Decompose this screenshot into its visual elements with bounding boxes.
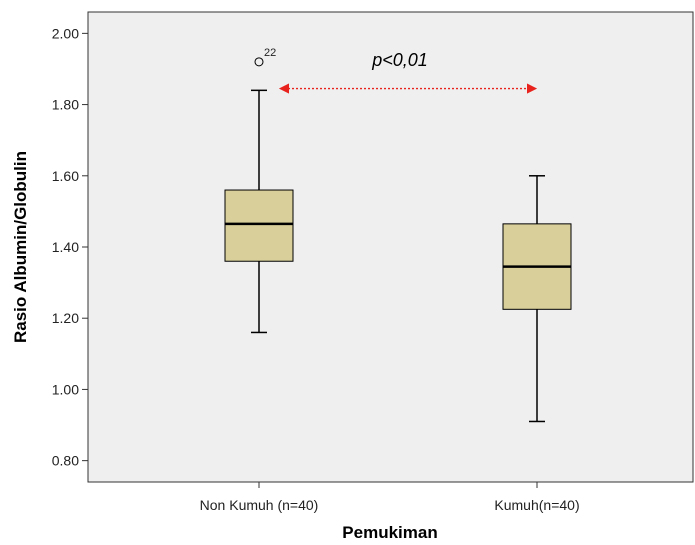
boxes: 22 [224, 47, 572, 423]
x-tick-label-1: Kumuh(n=40) [494, 497, 579, 513]
y-axis: 0.80 1.00 1.20 1.40 1.60 1.80 2.00 [52, 25, 88, 469]
y-tick-label-1: 1.00 [52, 381, 79, 397]
plot-area [87, 11, 694, 483]
x-axis-title: Pemukiman [342, 523, 437, 542]
x-axis: Non Kumuh (n=40) Kumuh(n=40) [200, 482, 580, 513]
significance-annotation: p<0,01 [278, 50, 538, 94]
p-value-label: p<0,01 [371, 50, 428, 70]
y-axis-title: Rasio Albumin/Globulin [11, 151, 30, 343]
outlier-point-0-0 [254, 57, 264, 67]
outlier-label-0-0: 22 [264, 47, 276, 59]
y-tick-label-4: 1.60 [52, 168, 79, 184]
y-tick-label-3: 1.40 [52, 239, 79, 255]
y-tick-label-6: 2.00 [52, 25, 79, 41]
y-tick-label-2: 1.20 [52, 310, 79, 326]
iqr-box-0 [224, 189, 294, 262]
box-group-0: 22 [224, 47, 294, 334]
x-tick-label-0: Non Kumuh (n=40) [200, 497, 319, 513]
box-group-1 [502, 175, 572, 423]
y-tick-label-0: 0.80 [52, 453, 79, 469]
y-tick-label-5: 1.80 [52, 97, 79, 113]
